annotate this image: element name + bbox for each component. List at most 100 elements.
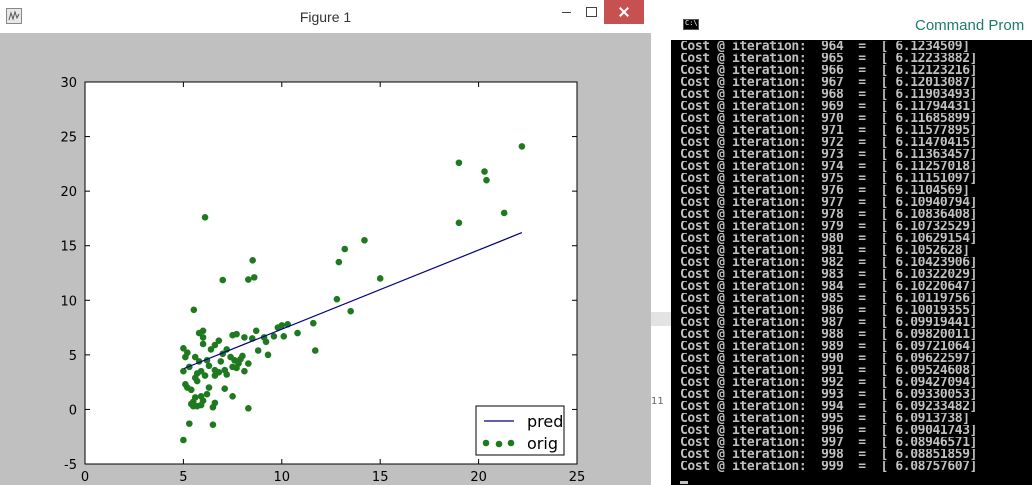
console-line: Cost @ iteration: 990 = [ 6.09622597] bbox=[680, 353, 978, 365]
x-tick-label: 0 bbox=[81, 470, 89, 485]
orig-point bbox=[186, 420, 193, 427]
figure-titlebar[interactable]: Figure 1 bbox=[0, 0, 651, 33]
background-window-text: 11 bbox=[651, 396, 664, 407]
console-line: Cost @ iteration: 964 = [ 6.1234509] bbox=[680, 41, 970, 53]
orig-point bbox=[245, 276, 252, 283]
orig-point bbox=[203, 390, 211, 398]
orig-point bbox=[294, 329, 301, 337]
orig-point bbox=[241, 367, 248, 375]
orig-point bbox=[245, 405, 252, 412]
orig-point bbox=[252, 327, 260, 335]
orig-point bbox=[205, 362, 213, 370]
y-tick-label: 15 bbox=[60, 240, 77, 255]
legend-orig-swatch-dot bbox=[495, 440, 503, 448]
console-line: Cost @ iteration: 974 = [ 6.11257018] bbox=[680, 161, 978, 173]
orig-point bbox=[201, 214, 209, 221]
orig-point bbox=[235, 358, 242, 365]
y-axis: -5 0 5 10 15 20 25 30 bbox=[60, 76, 577, 473]
x-tick-label: 5 bbox=[179, 470, 187, 485]
console-line: Cost @ iteration: 996 = [ 6.09041743] bbox=[680, 425, 978, 437]
console-line: Cost @ iteration: 970 = [ 6.11685899] bbox=[680, 113, 978, 125]
console-line: Cost @ iteration: 987 = [ 6.09919441] bbox=[680, 317, 978, 329]
console-output[interactable]: Cost @ iteration: 964 = [ 6.1234509] Cost… bbox=[680, 41, 1032, 473]
orig-point bbox=[211, 399, 219, 407]
minimize-icon[interactable] bbox=[553, 0, 579, 24]
console-line: Cost @ iteration: 981 = [ 6.1052628] bbox=[680, 245, 970, 257]
legend-orig-swatch-dot bbox=[482, 439, 490, 447]
orig-point bbox=[199, 327, 207, 335]
orig-point bbox=[193, 377, 201, 385]
orig-point bbox=[199, 334, 207, 341]
background-window-strip: 11 bbox=[651, 0, 671, 485]
orig-point bbox=[249, 257, 256, 264]
orig-point bbox=[233, 330, 240, 338]
plot-area bbox=[84, 81, 578, 465]
orig-point bbox=[270, 333, 278, 340]
y-tick-label: 0 bbox=[69, 403, 77, 418]
orig-point bbox=[274, 324, 282, 331]
figure-window: Figure 1 0 5 10 15 20 25 -5 0 5 10 15 20 25 30 pred … bbox=[0, 0, 651, 485]
scatter-chart: 0 5 10 15 20 25 -5 0 5 10 15 20 25 30 pred orig bbox=[60, 76, 585, 485]
command-prompt-titlebar[interactable]: Command Prom bbox=[671, 0, 1032, 40]
orig-point bbox=[191, 353, 199, 361]
orig-point bbox=[223, 371, 230, 378]
orig-point bbox=[341, 245, 349, 253]
console-line: Cost @ iteration: 972 = [ 6.11470415] bbox=[680, 137, 978, 149]
x-tick-label: 20 bbox=[470, 470, 487, 485]
orig-point bbox=[280, 333, 288, 340]
console-line: Cost @ iteration: 984 = [ 6.10220647] bbox=[680, 281, 978, 293]
orig-point bbox=[333, 295, 341, 303]
orig-point bbox=[483, 176, 490, 184]
orig-point bbox=[241, 334, 248, 341]
console-line: Cost @ iteration: 971 = [ 6.11577895] bbox=[680, 125, 978, 137]
console-line: Cost @ iteration: 968 = [ 6.11903493] bbox=[680, 89, 978, 101]
orig-point bbox=[191, 394, 199, 401]
orig-point bbox=[254, 347, 262, 354]
console-line: Cost @ iteration: 988 = [ 6.09820011] bbox=[680, 329, 978, 341]
console-line: Cost @ iteration: 969 = [ 6.11794431] bbox=[680, 101, 978, 113]
console-line: Cost @ iteration: 980 = [ 6.10629154] bbox=[680, 233, 978, 245]
orig-point bbox=[180, 367, 187, 375]
matplotlib-icon[interactable] bbox=[6, 8, 22, 24]
console-line: Cost @ iteration: 978 = [ 6.10836408] bbox=[680, 209, 978, 221]
command-prompt-title: Command Prom bbox=[915, 17, 1025, 34]
orig-point bbox=[215, 337, 223, 344]
console-line: Cost @ iteration: 991 = [ 6.09524608] bbox=[680, 365, 978, 377]
orig-point bbox=[209, 421, 217, 429]
orig-point bbox=[197, 401, 205, 409]
console-line: Cost @ iteration: 989 = [ 6.09721064] bbox=[680, 341, 978, 353]
orig-point bbox=[239, 352, 246, 360]
legend-box bbox=[475, 405, 565, 456]
close-icon[interactable] bbox=[604, 0, 644, 24]
orig-point bbox=[187, 386, 195, 394]
x-axis: 0 5 10 15 20 25 bbox=[81, 82, 585, 485]
orig-point bbox=[205, 384, 213, 391]
orig-point bbox=[518, 143, 526, 150]
cmd-icon[interactable] bbox=[683, 19, 699, 30]
orig-point bbox=[309, 319, 317, 327]
console-line: Cost @ iteration: 983 = [ 6.10322029] bbox=[680, 269, 978, 281]
y-tick-label: 25 bbox=[60, 131, 77, 146]
pred-line bbox=[183, 232, 523, 370]
console-line: Cost @ iteration: 985 = [ 6.10119756] bbox=[680, 293, 978, 305]
orig-point bbox=[311, 347, 319, 354]
orig-point bbox=[201, 372, 209, 379]
console-line: Cost @ iteration: 992 = [ 6.09427094] bbox=[680, 377, 978, 389]
orig-point bbox=[193, 370, 201, 377]
orig-point bbox=[361, 236, 368, 244]
maximize-icon[interactable] bbox=[578, 0, 604, 24]
console-line: Cost @ iteration: 982 = [ 6.10423906] bbox=[680, 257, 978, 269]
orig-point bbox=[500, 209, 508, 217]
orig-point bbox=[219, 276, 227, 284]
orig-point bbox=[190, 306, 198, 314]
y-tick-label: 30 bbox=[60, 76, 77, 91]
console-line: Cost @ iteration: 997 = [ 6.08946571] bbox=[680, 437, 978, 449]
console-line: Cost @ iteration: 999 = [ 6.08757607] bbox=[680, 461, 978, 473]
orig-point bbox=[335, 258, 343, 266]
y-tick-label: 20 bbox=[60, 185, 77, 200]
orig-point bbox=[199, 340, 207, 348]
y-tick-label: 10 bbox=[60, 294, 77, 309]
orig-point bbox=[180, 436, 187, 444]
orig-series bbox=[180, 143, 526, 444]
console-line: Cost @ iteration: 979 = [ 6.10732529] bbox=[680, 221, 978, 233]
